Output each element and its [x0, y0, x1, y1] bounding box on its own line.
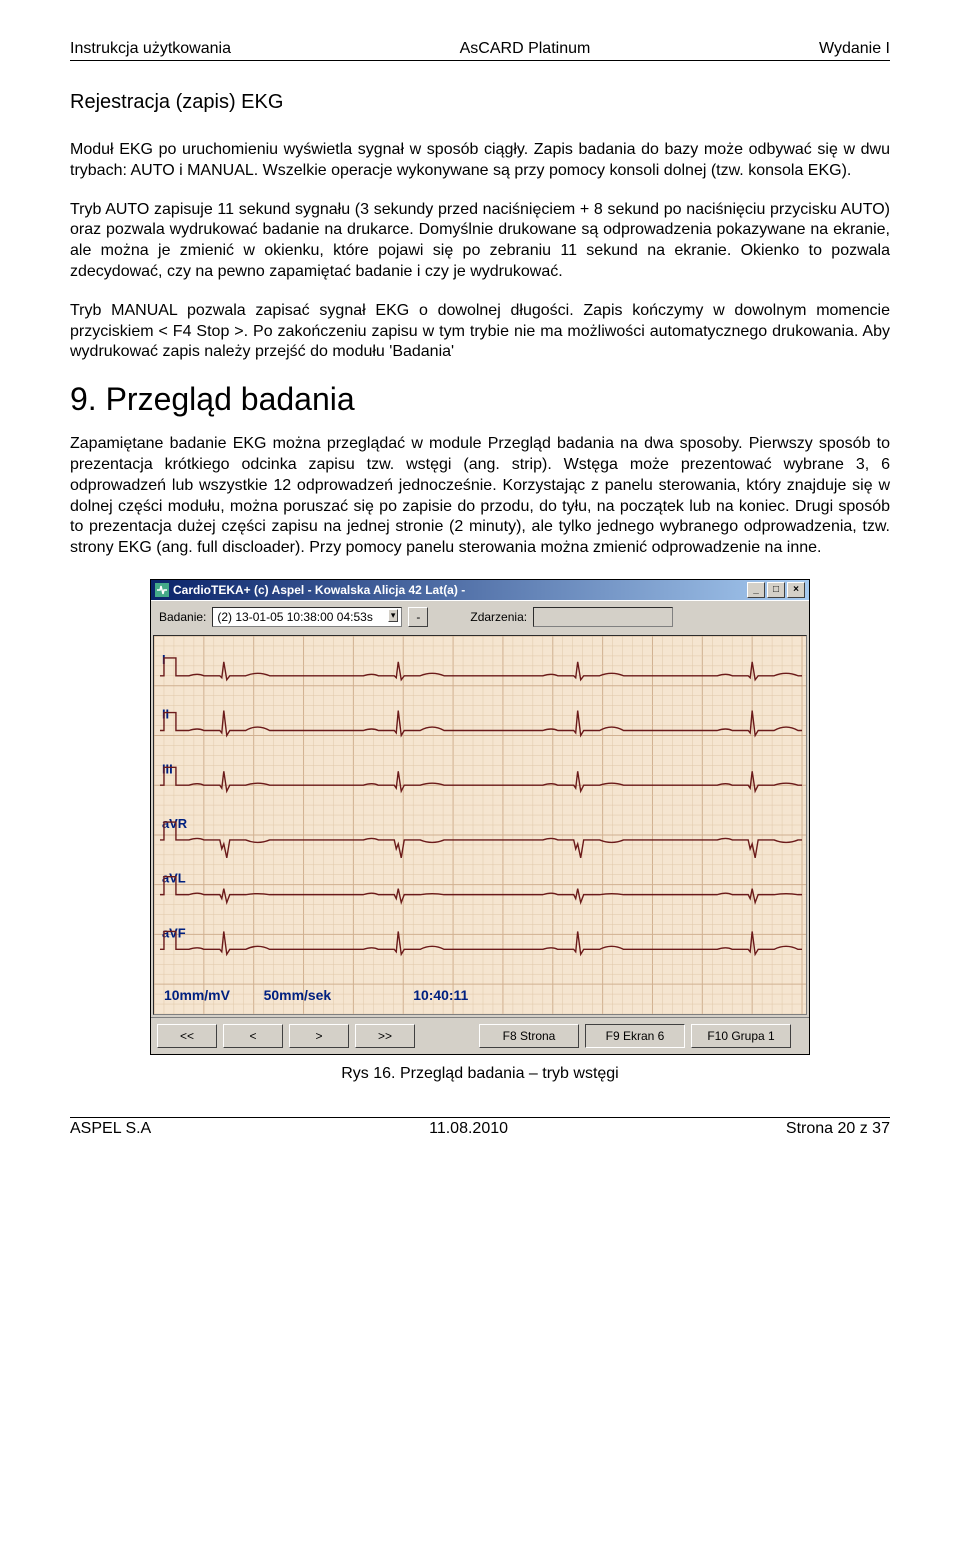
- ecg-viewport: IIIIIIaVRaVLaVF10mm/mV50mm/sek10:40:11: [153, 635, 807, 1015]
- ecg-title: CardioTEKA+ (c) Aspel - Kowalska Alicja …: [173, 583, 465, 597]
- zdarzenia-field: [533, 607, 673, 627]
- app-icon: [155, 583, 169, 597]
- ecg-sensitivity: 10mm/mV: [164, 987, 231, 1003]
- page-footer: ASPEL S.A 11.08.2010 Strona 20 z 37: [70, 1117, 890, 1138]
- window-buttons: _ □ ×: [747, 582, 805, 598]
- footer-left: ASPEL S.A: [70, 1120, 151, 1138]
- ecg-app-window: CardioTEKA+ (c) Aspel - Kowalska Alicja …: [150, 579, 810, 1055]
- paragraph-4: Zapamiętane badanie EKG można przeglądać…: [70, 434, 890, 559]
- nav-prev-button[interactable]: <: [223, 1024, 283, 1048]
- nav-first-button[interactable]: <<: [157, 1024, 217, 1048]
- nav-last-button[interactable]: >>: [355, 1024, 415, 1048]
- badanie-label: Badanie:: [159, 610, 206, 624]
- ecg-trace-aVR: [160, 822, 802, 858]
- ecg-trace-II: [160, 711, 802, 736]
- f9-button[interactable]: F9 Ekran 6: [585, 1024, 685, 1048]
- figure-caption: Rys 16. Przegląd badania – tryb wstęgi: [70, 1065, 890, 1083]
- ecg-trace-aVL: [160, 877, 802, 903]
- ecg-time: 10:40:11: [413, 987, 468, 1003]
- header-left: Instrukcja użytkowania: [70, 40, 231, 58]
- paragraph-1: Moduł EKG po uruchomieniu wyświetla sygn…: [70, 140, 890, 182]
- f8-button[interactable]: F8 Strona: [479, 1024, 579, 1048]
- heading-9: 9. Przegląd badania: [70, 381, 890, 418]
- ecg-titlebar: CardioTEKA+ (c) Aspel - Kowalska Alicja …: [151, 580, 809, 600]
- ecg-speed: 50mm/sek: [264, 987, 332, 1003]
- paragraph-3: Tryb MANUAL pozwala zapisać sygnał EKG o…: [70, 301, 890, 363]
- lead-label-aVL: aVL: [162, 871, 186, 886]
- footer-center: 11.08.2010: [429, 1120, 508, 1138]
- ecg-toolbar: Badanie: (2) 13-01-05 10:38:00 04:53s - …: [151, 600, 809, 633]
- page-header: Instrukcja użytkowania AsCARD Platinum W…: [70, 40, 890, 61]
- nav-next-button[interactable]: >: [289, 1024, 349, 1048]
- badanie-dropdown[interactable]: (2) 13-01-05 10:38:00 04:53s: [212, 607, 402, 627]
- close-button[interactable]: ×: [787, 582, 805, 598]
- minimize-button[interactable]: _: [747, 582, 765, 598]
- ecg-trace-III: [160, 767, 802, 791]
- lead-label-II: II: [162, 707, 169, 722]
- dash-button[interactable]: -: [408, 607, 428, 627]
- f10-button[interactable]: F10 Grupa 1: [691, 1024, 791, 1048]
- lead-label-aVF: aVF: [162, 925, 186, 940]
- paragraph-2: Tryb AUTO zapisuje 11 sekund sygnału (3 …: [70, 200, 890, 283]
- ecg-trace-I: [160, 658, 802, 680]
- footer-right: Strona 20 z 37: [786, 1120, 890, 1138]
- maximize-button[interactable]: □: [767, 582, 785, 598]
- zdarzenia-label: Zdarzenia:: [470, 610, 527, 624]
- lead-label-aVR: aVR: [162, 816, 188, 831]
- header-center: AsCARD Platinum: [460, 40, 591, 58]
- ecg-buttonbar: << < > >> F8 Strona F9 Ekran 6 F10 Grupa…: [151, 1017, 809, 1054]
- section-title: Rejestracja (zapis) EKG: [70, 91, 890, 114]
- header-right: Wydanie I: [819, 40, 890, 58]
